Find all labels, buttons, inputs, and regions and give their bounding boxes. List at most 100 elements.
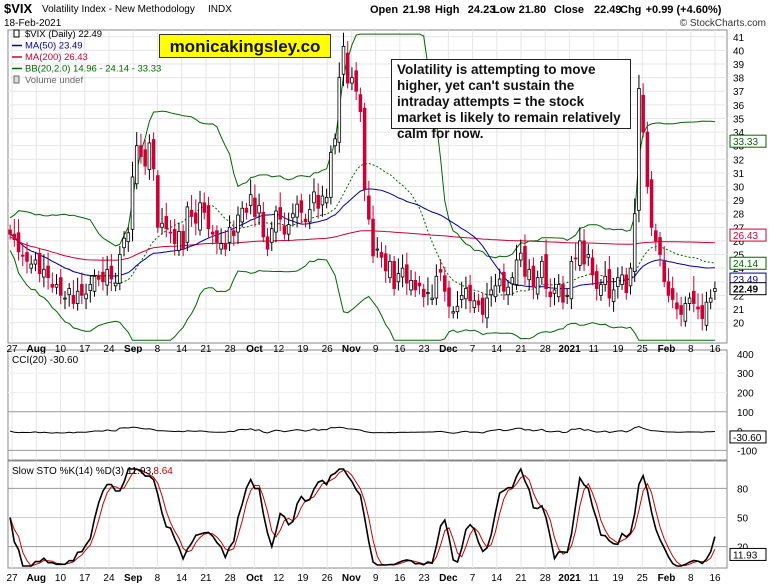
cci-tick: 300 (737, 369, 754, 380)
cci-panel (7, 349, 728, 461)
candle-body (599, 284, 603, 296)
candle-body (497, 278, 502, 287)
x-tick-label: Dec (439, 344, 458, 355)
x-tick-label: 11 (589, 344, 600, 355)
candle-body (687, 297, 692, 304)
legend-swatch (13, 75, 20, 84)
candle-body (552, 289, 557, 294)
value-tag-text: 33.33 (733, 137, 758, 148)
x-tick-label: 17 (79, 344, 91, 355)
value-tag (729, 228, 767, 242)
candle-body (628, 267, 633, 287)
candle-body (569, 260, 574, 300)
candle-body (54, 284, 59, 288)
header-symbol: $VIX (4, 1, 33, 16)
x-tick-label: 21 (200, 344, 212, 355)
ma200-line (9, 230, 715, 261)
x-tick-label: Aug (27, 344, 46, 355)
candle-body (185, 206, 190, 243)
legend-entry: MA(200) 26.43 (25, 52, 88, 63)
x-tick-label-bottom: Oct (246, 573, 263, 584)
candle-body (333, 138, 337, 147)
candle-body (565, 294, 569, 297)
candle-body (189, 209, 194, 217)
x-tick-label-bottom: 8 (155, 573, 161, 584)
candle-body (320, 195, 325, 206)
candle-body (421, 288, 426, 298)
candle-body (118, 254, 122, 284)
candle-body (134, 145, 139, 185)
candle-body (58, 277, 63, 296)
candle-body (236, 214, 240, 233)
cci-value-tag: -30.60 (733, 433, 762, 444)
legend-entry: $VIX (Daily) 22.49 (25, 29, 102, 40)
x-tick-label-bottom: 17 (79, 573, 91, 584)
x-tick-label-bottom: Feb (658, 573, 676, 584)
price-tick: 22 (733, 291, 745, 302)
candle-body (692, 290, 696, 304)
candle-body (594, 271, 599, 289)
candle-body (540, 260, 544, 279)
x-tick-label: Oct (246, 344, 263, 355)
candle-body (63, 297, 67, 300)
x-tick-label-bottom: Nov (342, 573, 361, 584)
x-tick-label: 2021 (558, 344, 581, 355)
candle-body (641, 94, 645, 133)
x-tick-label: 10 (55, 344, 67, 355)
header-value: 21.80 (519, 4, 547, 16)
x-tick-label: 9 (373, 344, 379, 355)
candle-body (29, 263, 33, 269)
value-tag (729, 282, 767, 296)
x-tick-label: 24 (103, 344, 115, 355)
candle-body (337, 77, 342, 143)
value-tag-text: 24.14 (733, 259, 758, 270)
price-tick: 37 (733, 87, 745, 98)
candle-body (172, 228, 177, 245)
candle-body (126, 232, 131, 243)
candle-body (248, 194, 253, 206)
stoch-title: Slow STO %K(14) %D(3) 11.93, (12, 466, 154, 477)
candle-body (388, 260, 392, 279)
x-tick-label-bottom: 24 (103, 573, 115, 584)
candle-body (232, 230, 236, 236)
candle-body (637, 88, 641, 211)
candle-body (147, 142, 152, 170)
x-tick-label: 8 (688, 344, 694, 355)
candle-body (544, 254, 548, 289)
x-tick-label: 7 (470, 344, 476, 355)
candle-body (624, 274, 629, 294)
candle-body (662, 260, 667, 283)
price-tick: 29 (733, 196, 745, 207)
header-value: 24.23 (468, 4, 496, 16)
x-tick-label: 27 (6, 344, 18, 355)
candle-body (156, 175, 160, 228)
candle-body (362, 107, 367, 190)
candle-body (316, 194, 320, 209)
legend-entry: Volume undef (25, 75, 83, 86)
x-tick-label-bottom: 16 (394, 573, 406, 584)
candle-body (417, 282, 422, 287)
candle-body (654, 230, 658, 242)
candle-body (177, 231, 181, 251)
candle-body (438, 269, 443, 273)
stoch-value-tag: 11.93 (733, 550, 758, 561)
stoch-k-line (9, 467, 716, 567)
candle-body (590, 257, 595, 276)
price-tick: 28 (733, 210, 745, 221)
candle-body (443, 275, 447, 292)
candle-body (481, 297, 485, 315)
candle-body (527, 269, 531, 281)
candle-body (375, 248, 380, 251)
candle-body (113, 282, 118, 287)
candle-body (670, 288, 675, 300)
value-tag-text: 22.49 (733, 285, 758, 296)
candle-body (696, 306, 700, 310)
x-tick-label: 19 (612, 344, 624, 355)
x-tick-label: 12 (273, 344, 285, 355)
candle-body (130, 176, 135, 230)
candle-body (223, 243, 228, 250)
candle-body (269, 228, 274, 243)
x-tick-label: 14 (491, 344, 503, 355)
x-tick-label: 19 (297, 344, 309, 355)
header-value: 22.49 (594, 4, 622, 16)
